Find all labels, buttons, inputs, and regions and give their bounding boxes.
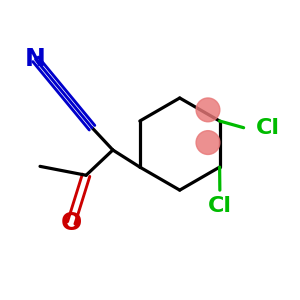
Text: O: O xyxy=(61,211,82,235)
Circle shape xyxy=(196,131,220,154)
Circle shape xyxy=(196,98,220,122)
Text: N: N xyxy=(25,47,46,71)
Text: Cl: Cl xyxy=(208,196,232,216)
Text: Cl: Cl xyxy=(256,118,280,138)
